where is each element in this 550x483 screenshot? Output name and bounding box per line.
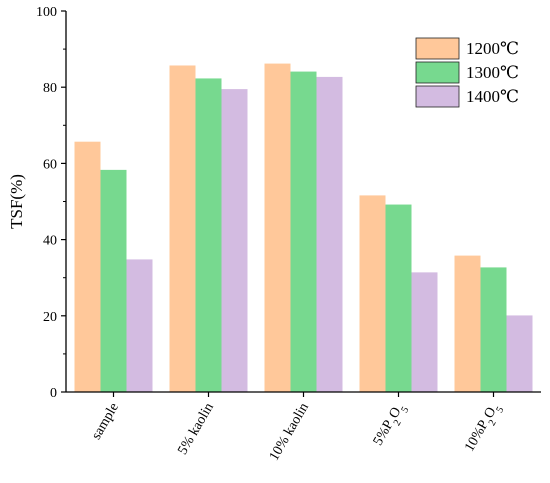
bar-2-3 [290, 71, 317, 392]
y-tick-label: 0 [50, 386, 57, 401]
legend-swatch-1 [415, 37, 460, 60]
y-tick-label: 80 [43, 81, 57, 96]
x-category-label: 10%P2O5 [462, 401, 506, 457]
x-axis-ticks: sample 5% kaolin 10% kaolin 5%P2O5 10%P2O5 [89, 392, 506, 464]
legend-label-2: 1300℃ [466, 63, 519, 82]
bar-1-3 [264, 63, 291, 392]
x-category-label: 10% kaolin [267, 401, 312, 464]
legend-label-3: 1400℃ [466, 87, 519, 106]
bar-3-5 [506, 315, 533, 392]
y-tick-label: 40 [43, 234, 57, 249]
legend-label-1: 1200℃ [466, 39, 519, 58]
y-axis-ticks: 0 20 40 60 80 100 [36, 5, 66, 401]
x-category-label: 5% kaolin [175, 401, 217, 458]
legend-swatch-2 [415, 61, 460, 84]
y-tick-label: 20 [43, 310, 57, 325]
y-axis-title: TSF(%) [7, 174, 26, 229]
y-tick-label: 60 [43, 157, 57, 172]
bar-3-3 [316, 76, 343, 393]
bar-1-2 [169, 65, 196, 392]
bar-1-1 [74, 141, 101, 392]
bar-2-4 [385, 204, 412, 392]
bar-2-2 [195, 78, 222, 392]
bar-1-5 [454, 255, 481, 392]
legend-swatch-3 [415, 85, 460, 108]
bar-1-4 [359, 195, 386, 392]
bar-3-1 [126, 259, 153, 392]
x-category-label: sample [89, 401, 122, 443]
y-tick-label: 100 [36, 5, 57, 20]
x-category-label: 5%P2O5 [371, 401, 411, 451]
bar-2-5 [480, 267, 507, 392]
bar-3-4 [411, 272, 438, 392]
legend: 1200℃ 1300℃ 1400℃ [415, 37, 519, 108]
bar-2-1 [100, 169, 127, 392]
bar-3-2 [221, 89, 248, 392]
bars-layer [74, 63, 533, 393]
